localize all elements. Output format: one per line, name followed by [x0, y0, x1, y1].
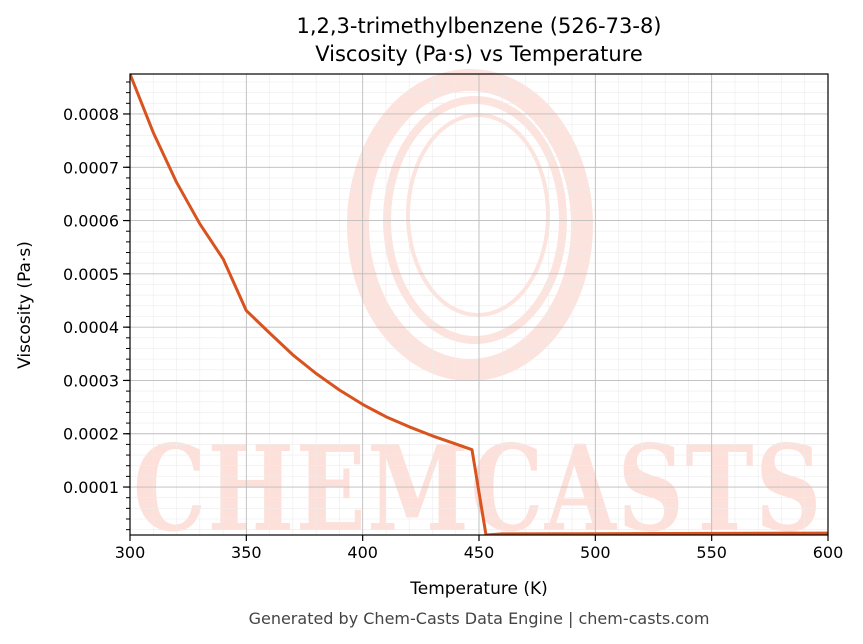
x-axis-ticks: 300 350 400 450 500 550 600 — [115, 535, 844, 562]
chart-subtitle: Viscosity (Pa·s) vs Temperature — [315, 42, 643, 66]
y-tick-label: 0.0002 — [63, 425, 119, 444]
x-axis-label: Temperature (K) — [409, 579, 548, 599]
y-tick-label: 0.0006 — [63, 212, 119, 231]
x-tick-label: 300 — [115, 543, 146, 562]
y-axis-label: Viscosity (Pa·s) — [15, 241, 35, 369]
y-tick-label: 0.0003 — [63, 371, 119, 390]
y-tick-label: 0.0004 — [63, 318, 119, 337]
footer-credit: Generated by Chem-Casts Data Engine | ch… — [249, 609, 710, 628]
watermark-swirl-icon — [347, 69, 593, 381]
y-axis-minor-ticks — [126, 81, 130, 531]
x-tick-label: 550 — [696, 543, 727, 562]
y-tick-label: 0.0008 — [63, 105, 119, 124]
y-tick-label: 0.0001 — [63, 478, 119, 497]
x-tick-label: 500 — [580, 543, 611, 562]
y-tick-label: 0.0005 — [63, 265, 119, 284]
series-line-viscosity — [130, 74, 828, 535]
x-tick-label: 400 — [347, 543, 378, 562]
chart-title: 1,2,3-trimethylbenzene (526-73-8) — [296, 14, 661, 38]
y-axis-ticks: 0.0001 0.0002 0.0003 0.0004 0.0005 0.0006 0.00… — [63, 105, 130, 497]
x-tick-label: 350 — [231, 543, 262, 562]
x-tick-label: 600 — [813, 543, 844, 562]
x-tick-label: 450 — [464, 543, 495, 562]
y-tick-label: 0.0007 — [63, 158, 119, 177]
